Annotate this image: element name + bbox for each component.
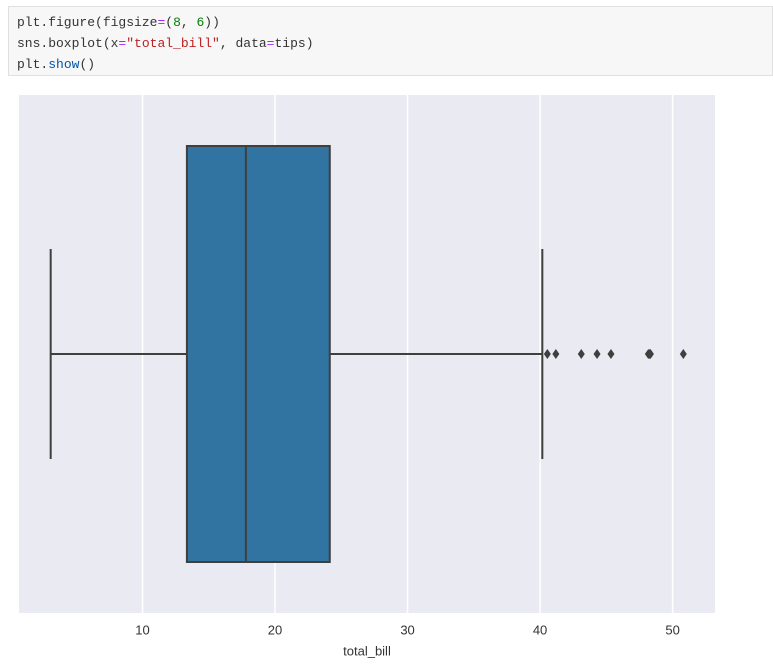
code-token: = xyxy=(157,15,166,30)
code-token: 8 xyxy=(173,15,181,30)
x-tick-label: 50 xyxy=(665,622,679,637)
code-line: plt.figure(figsize=(8, 6)) xyxy=(17,12,764,33)
code-token: () xyxy=(79,57,96,72)
code-token: show xyxy=(48,57,80,72)
outlier xyxy=(679,349,687,359)
outlier xyxy=(607,349,615,359)
code-token: = xyxy=(266,36,275,51)
outlier xyxy=(543,349,551,359)
x-tick-label: 30 xyxy=(400,622,414,637)
code-token: "total_bill" xyxy=(126,36,220,51)
code-token: tips) xyxy=(274,36,314,51)
x-tick-label: 40 xyxy=(533,622,547,637)
x-tick-label: 20 xyxy=(268,622,282,637)
code-token: , xyxy=(180,15,197,30)
outlier xyxy=(577,349,585,359)
box xyxy=(185,145,331,563)
code-token: , data xyxy=(219,36,267,51)
code-token: 6 xyxy=(196,15,205,30)
code-token: )) xyxy=(204,15,220,30)
code-token: plt. xyxy=(17,57,49,72)
x-tick-label: 10 xyxy=(135,622,149,637)
outlier xyxy=(646,349,654,359)
x-axis-label: total_bill xyxy=(343,643,391,658)
outlier xyxy=(593,349,601,359)
code-token: = xyxy=(118,36,127,51)
code-line: sns.boxplot(x="total_bill", data=tips) xyxy=(17,33,764,54)
code-token: sns.boxplot(x xyxy=(17,36,119,51)
code-cell[interactable]: plt.figure(figsize=(8, 6)) sns.boxplot(x=… xyxy=(8,6,773,76)
code-line: plt.show() xyxy=(17,54,764,75)
outlier xyxy=(552,349,560,359)
code-token: ( xyxy=(165,15,174,30)
code-token: plt.figure(figsize xyxy=(17,15,158,30)
